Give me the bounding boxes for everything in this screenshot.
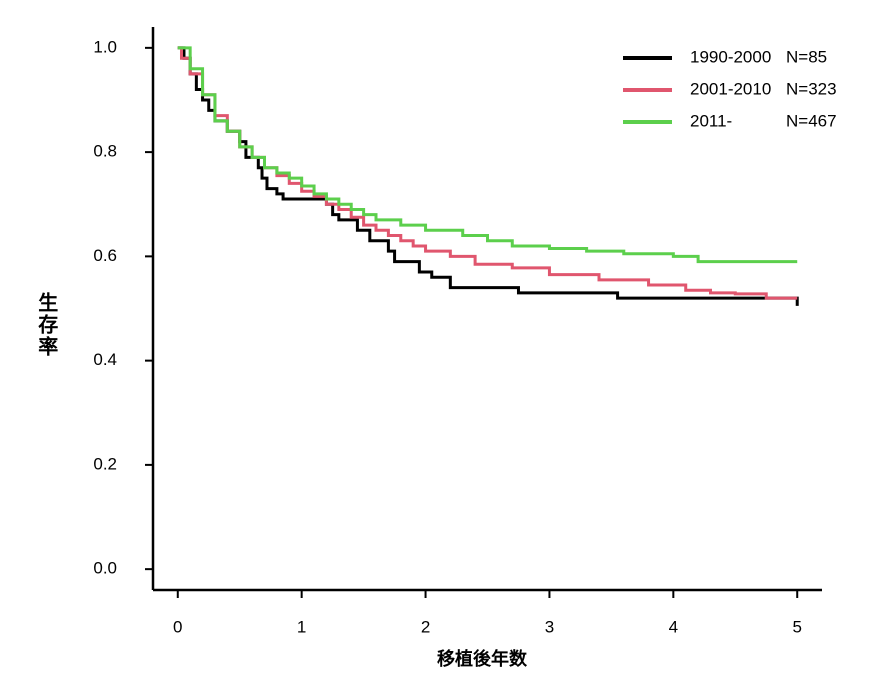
y-tick-label: 0.6 bbox=[93, 246, 117, 265]
x-tick-label: 5 bbox=[792, 617, 801, 636]
y-tick-label: 0.4 bbox=[93, 350, 117, 369]
legend-label: 2011- bbox=[690, 111, 732, 130]
x-tick-label: 0 bbox=[173, 617, 182, 636]
x-tick-label: 4 bbox=[669, 617, 678, 636]
legend-label: 1990-2000 bbox=[690, 47, 771, 66]
survival-curve bbox=[177, 46, 799, 306]
survival-curve bbox=[177, 46, 798, 264]
y-tick-label: 0.2 bbox=[93, 454, 117, 473]
x-tick-label: 3 bbox=[545, 617, 554, 636]
legend-label: 2001-2010 bbox=[690, 79, 771, 98]
y-tick-label: 0.0 bbox=[93, 559, 117, 578]
y-tick-label: 1.0 bbox=[93, 37, 117, 56]
x-tick-label: 2 bbox=[421, 617, 430, 636]
x-tick-label: 1 bbox=[297, 617, 306, 636]
x-axis-label: 移植後年数 bbox=[437, 648, 528, 669]
legend-n: N=467 bbox=[786, 111, 837, 130]
legend-n: N=323 bbox=[786, 79, 837, 98]
legend-n: N=85 bbox=[786, 47, 827, 66]
y-tick-label: 0.8 bbox=[93, 142, 117, 161]
y-axis-label: 生存率 bbox=[35, 292, 58, 358]
